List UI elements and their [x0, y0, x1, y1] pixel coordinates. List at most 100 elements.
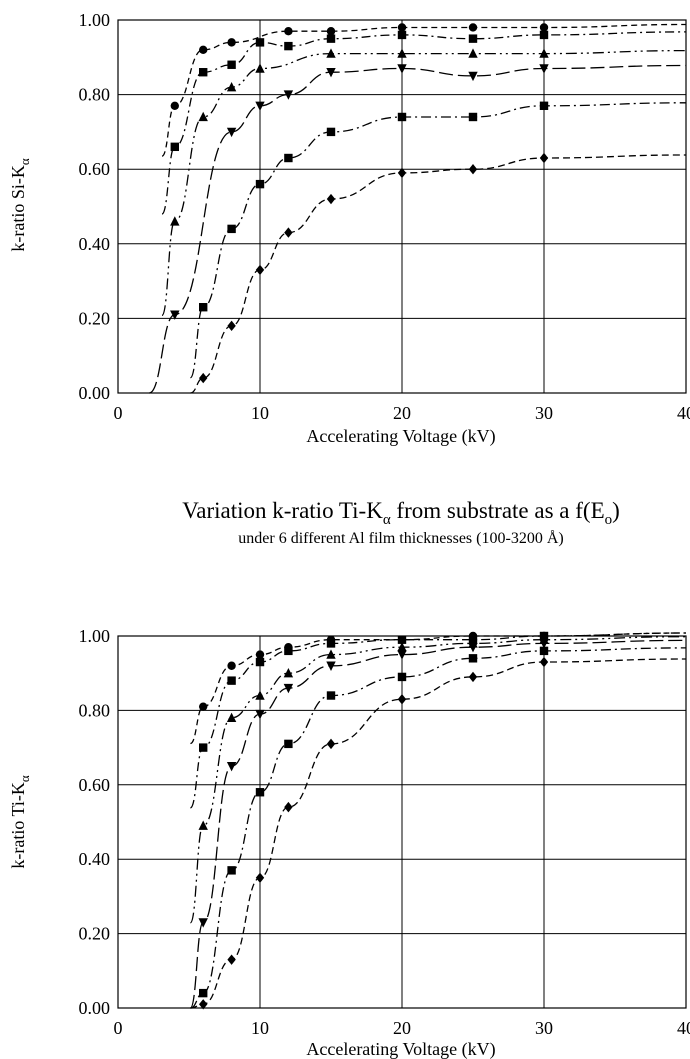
ti-series-6-point	[227, 954, 236, 965]
si-series-6-curve	[190, 154, 687, 394]
si-series-5-point	[227, 224, 236, 234]
si-series-2-point	[255, 38, 265, 47]
si-x-tick-label: 10	[251, 403, 269, 423]
si-x-tick-label: 0	[114, 403, 123, 423]
si-series-6-point	[397, 167, 407, 179]
ti-series-4-point	[539, 639, 549, 649]
ti-chart: 0 10 20 30 40 0.00 0.20 0.40 0.60 0.80 1.00 Accel…	[8, 626, 690, 1059]
ti-series-6-curve	[190, 658, 687, 1009]
chart-title-sub-o: o	[605, 512, 613, 528]
ti-series-4-curve	[189, 639, 687, 1009]
ti-x-tick-label: 10	[251, 1018, 269, 1038]
ti-y-axis-label-sub: α	[17, 775, 32, 782]
si-y-tick-label: 1.00	[79, 10, 111, 30]
ti-y-axis-label-main: k-ratio Ti-K	[8, 782, 28, 869]
si-series-3-point	[198, 111, 208, 122]
ti-series-6-point	[397, 694, 407, 705]
ti-fit-curves	[189, 632, 687, 1009]
ti-series-6-point	[326, 738, 336, 750]
si-series-2-point	[397, 30, 407, 40]
si-series-4-point	[226, 127, 237, 138]
ti-series-4-point	[468, 642, 478, 653]
ti-series-3-point	[397, 641, 407, 652]
si-series-6-point	[199, 372, 208, 384]
ti-x-axis-label: Accelerating Voltage (kV)	[306, 1039, 495, 1059]
ti-series-2-point	[397, 635, 407, 644]
si-series-2-point	[539, 30, 549, 40]
ti-series-2-point	[255, 657, 265, 667]
chart-title-sub-alpha: α	[383, 512, 391, 528]
si-series-2-point	[227, 60, 236, 69]
ti-series-5-point	[199, 988, 208, 998]
si-y-axis-label: k-ratio Si-Kα	[8, 158, 32, 251]
ti-series-5-point	[326, 691, 336, 700]
si-series-3-curve	[161, 49, 687, 317]
ti-series-2-point	[227, 676, 236, 685]
ti-series-5-point	[468, 654, 478, 663]
ti-series-2-point	[326, 639, 336, 648]
si-series-2-point	[284, 41, 293, 51]
si-series-2-point	[468, 34, 478, 43]
si-series-4-curve	[148, 64, 687, 394]
si-series-6-point	[468, 164, 478, 175]
si-series-1-point	[170, 101, 179, 110]
ti-x-tick-label: 0	[114, 1018, 123, 1038]
si-series-3-point	[397, 48, 407, 58]
si-y-tick-label: 0.40	[79, 234, 111, 254]
ti-series-6-point	[255, 872, 265, 883]
si-x-tick-labels: 0 10 20 30 40	[114, 403, 690, 423]
si-series-1-point	[199, 45, 208, 55]
si-series-1-point	[539, 23, 549, 32]
si-series-4-point	[397, 64, 407, 74]
ti-x-tick-label: 30	[535, 1018, 553, 1038]
si-series-1-curve	[161, 23, 687, 157]
si-series-6-point	[227, 320, 236, 332]
ti-series-2-curve	[189, 632, 687, 809]
ti-series-3-point	[198, 820, 208, 830]
ti-y-tick-label: 1.00	[79, 626, 111, 646]
ti-series-3-curve	[189, 636, 687, 924]
si-series-1-point	[397, 23, 407, 32]
ti-series-3-point	[255, 690, 265, 700]
si-series-5-point	[199, 303, 208, 312]
ti-series-1-point	[255, 650, 265, 659]
si-series-6-point	[539, 152, 549, 164]
ti-y-tick-label: 0.20	[79, 924, 111, 944]
chart-title-tail: from substrate as a f(E	[391, 498, 605, 523]
si-series-5-point	[326, 127, 336, 137]
ti-x-tick-labels: 0 10 20 30 40	[114, 1018, 690, 1038]
si-series-4-point	[468, 71, 478, 82]
si-series-6-point	[284, 227, 293, 238]
ti-series-5-point	[284, 739, 293, 749]
ti-y-tick-label: 0.80	[79, 700, 111, 720]
ti-series-2-point	[284, 646, 293, 656]
si-series-5-point	[468, 112, 478, 122]
si-y-tick-label: 0.00	[79, 383, 111, 403]
si-y-tick-labels: 0.00 0.20 0.40 0.60 0.80 1.00	[79, 10, 111, 403]
ti-series-6-point	[284, 801, 293, 813]
si-series-3-point	[255, 63, 265, 73]
ti-series-6-point	[199, 999, 208, 1010]
si-series-6-point	[255, 264, 265, 276]
ti-series-4-point	[397, 650, 407, 660]
si-series-3-point	[226, 81, 237, 92]
ti-series-5-point	[397, 672, 407, 682]
si-series-1-point	[227, 38, 236, 47]
ti-series-6-point	[539, 656, 549, 668]
ti-series-3-point	[226, 712, 237, 723]
si-series-6-point	[326, 193, 336, 205]
ti-series-5-point	[539, 646, 549, 656]
si-series-2-point	[326, 34, 336, 43]
ti-series-3-point	[283, 668, 294, 678]
ti-series-4-point	[198, 918, 208, 928]
si-y-axis-label-main: k-ratio Si-K	[8, 165, 28, 251]
si-series-3-point	[326, 48, 336, 58]
ti-series-5-point	[227, 866, 236, 875]
chart-title-end: )	[612, 498, 620, 523]
si-series-2-point	[170, 142, 179, 152]
si-series-5-curve	[189, 102, 687, 379]
chart-title-main: Variation k-ratio Ti-K	[182, 498, 383, 523]
si-series-4-point	[283, 90, 294, 100]
ti-series-6-point	[468, 671, 478, 683]
